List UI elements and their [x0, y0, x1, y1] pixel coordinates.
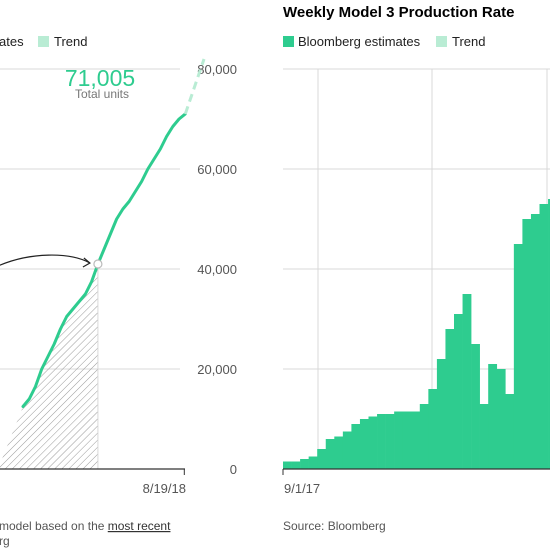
- production-bar: [454, 314, 463, 469]
- legend-estimates-label: ates: [0, 34, 24, 49]
- right-x-tick-label: 9/1/17: [284, 481, 320, 496]
- right-bars: [283, 199, 550, 469]
- left-chart-panel: ates Trend 0 20,000 40,000 60,000 80,000 8/1…: [0, 34, 237, 548]
- production-bar: [377, 414, 386, 469]
- trend-line: [183, 58, 206, 115]
- production-bar: [402, 411, 412, 469]
- legend-trend-label: Trend: [452, 34, 485, 49]
- production-bar: [325, 439, 335, 469]
- estimates-line: [21, 112, 187, 408]
- production-bar: [436, 359, 446, 469]
- production-bar: [530, 214, 540, 469]
- total-units-value: 71,005: [65, 65, 135, 91]
- footnote-link[interactable]: most recent: [108, 519, 171, 533]
- production-bar: [334, 436, 344, 469]
- production-bar: [300, 459, 309, 469]
- right-chart-panel: Weekly Model 3 Production Rate Bloomberg…: [282, 4, 550, 533]
- production-bar: [505, 394, 515, 469]
- production-bar: [496, 369, 506, 469]
- production-bar: [394, 411, 403, 469]
- right-source: Source: Bloomberg: [283, 519, 386, 533]
- legend-estimates-swatch: [283, 36, 294, 47]
- left-x-tick-label: 8/19/18: [143, 481, 186, 496]
- footnote-text: model based on the: [0, 519, 108, 533]
- legend-trend-swatch: [436, 36, 447, 47]
- production-bar: [428, 389, 438, 469]
- left-footnote: model based on the most recent: [0, 519, 171, 533]
- hatched-area: [0, 264, 98, 469]
- production-bar: [411, 411, 421, 469]
- left-y-tick-label: 20,000: [197, 362, 237, 377]
- left-y-axis: 0 20,000 40,000 60,000 80,000: [197, 62, 237, 477]
- legend-estimates-label: Bloomberg estimates: [298, 34, 421, 49]
- production-bar: [283, 461, 292, 469]
- production-bar: [513, 244, 523, 469]
- production-bar: [445, 329, 455, 469]
- chart-title: Weekly Model 3 Production Rate: [283, 4, 514, 21]
- production-bar: [488, 364, 498, 469]
- annotation-arrowhead: [82, 257, 91, 268]
- production-bar: [317, 449, 327, 469]
- left-y-tick-label: 0: [230, 462, 237, 477]
- production-bar: [368, 416, 378, 469]
- left-legend: ates Trend: [0, 34, 87, 49]
- left-y-tick-label: 60,000: [197, 162, 237, 177]
- legend-trend-label: Trend: [54, 34, 87, 49]
- annotation-marker: [93, 259, 103, 269]
- production-bar: [479, 404, 489, 469]
- production-bar: [471, 344, 480, 469]
- production-bar: [419, 404, 429, 469]
- production-bar: [291, 461, 301, 469]
- total-units-label: Total units: [75, 87, 129, 101]
- left-source-fragment: rg: [0, 534, 10, 548]
- production-bar: [522, 219, 532, 469]
- production-bar: [351, 424, 361, 469]
- production-bar: [308, 456, 318, 469]
- left-y-tick-label: 80,000: [197, 62, 237, 77]
- production-bar: [462, 294, 472, 469]
- production-bar: [342, 431, 352, 469]
- production-bar: [548, 199, 550, 469]
- left-y-tick-label: 40,000: [197, 262, 237, 277]
- production-bar: [359, 419, 369, 469]
- production-bar: [385, 414, 395, 469]
- annotation-arrow: [0, 254, 91, 266]
- right-legend: Bloomberg estimates Trend: [283, 34, 485, 49]
- production-bar: [539, 204, 549, 469]
- legend-trend-swatch: [38, 36, 49, 47]
